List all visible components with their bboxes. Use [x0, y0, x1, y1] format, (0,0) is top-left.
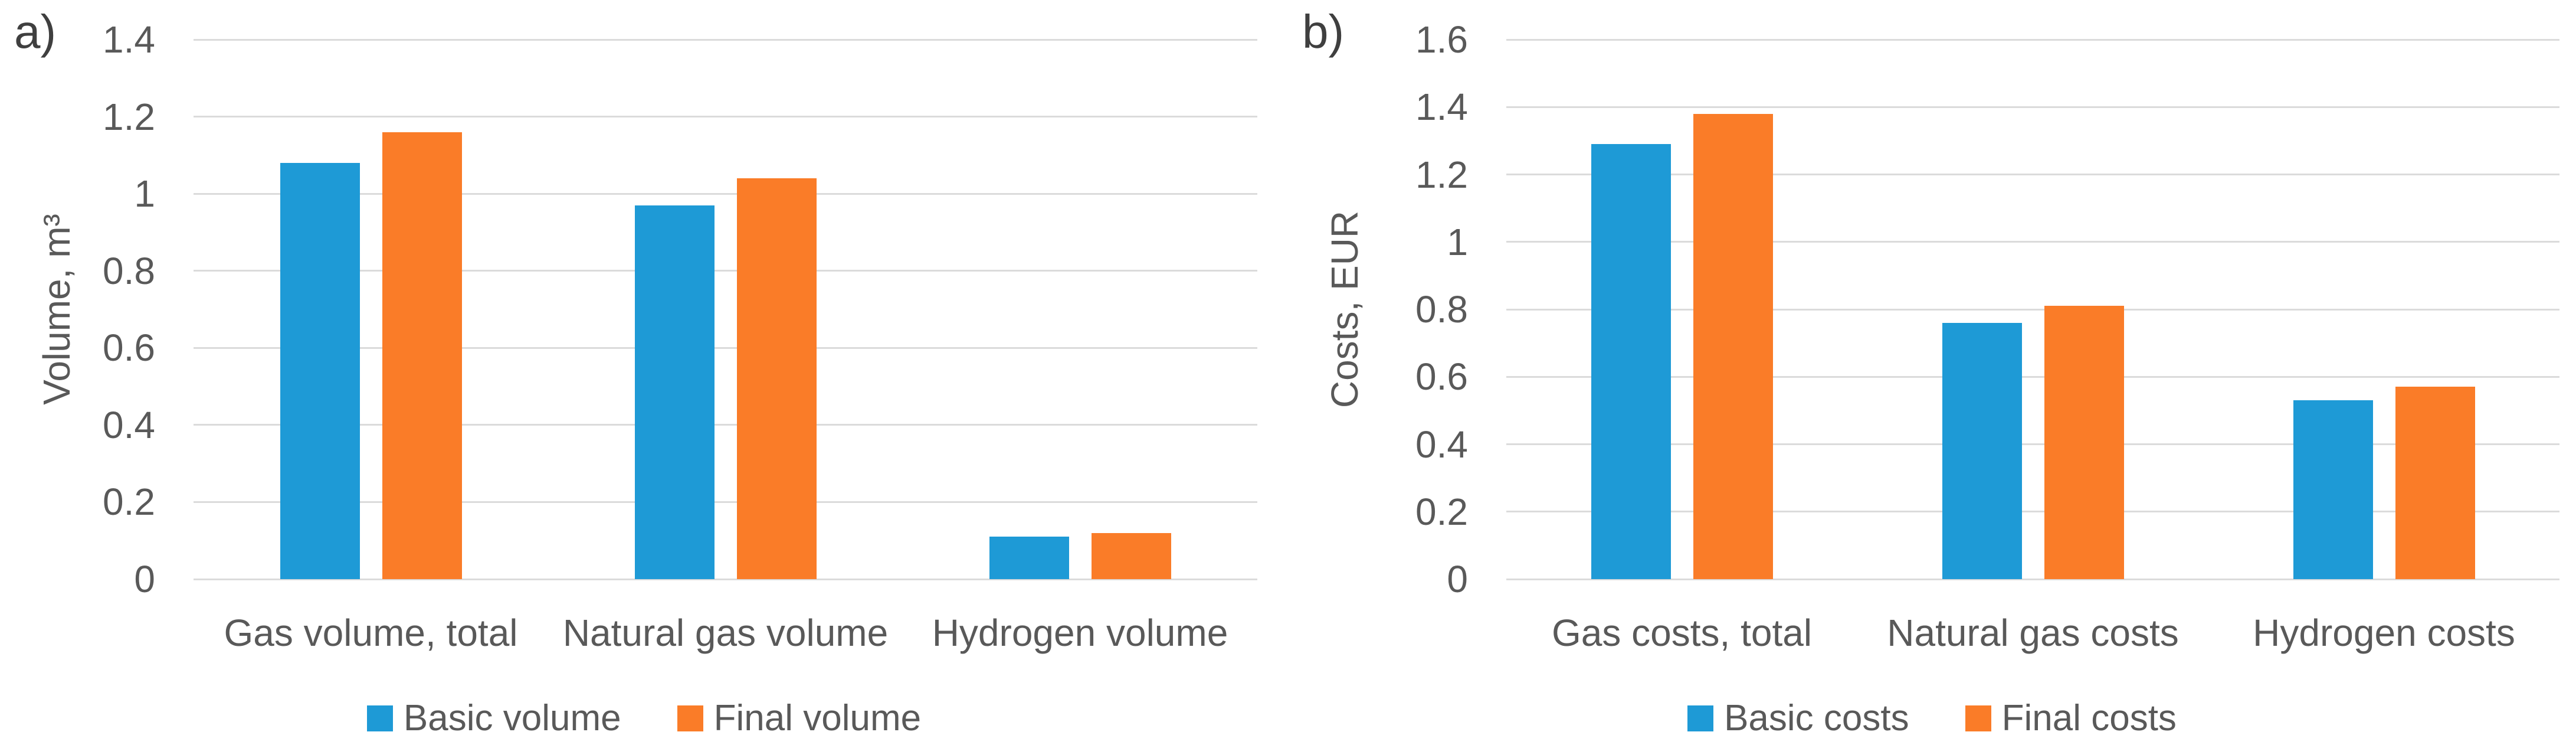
bar-basic-costs-hydrogen-costs: [2293, 400, 2373, 579]
category-label-gas-volume-total: Gas volume, total: [224, 612, 518, 654]
plot-area: [194, 38, 1257, 580]
bar-groups: [1506, 40, 2559, 579]
y-tick-label: 0.2: [103, 481, 155, 524]
gridline: [1506, 174, 2559, 175]
y-tick-label: 1.6: [1415, 18, 1468, 61]
bar-group-hydrogen-volume: [903, 40, 1257, 579]
bar-group-gas-costs-total: [1506, 40, 1857, 579]
bar-basic-costs-natural-gas-costs: [1942, 322, 2022, 579]
y-tick-label: 1.2: [1415, 153, 1468, 196]
bar-group-natural-gas-volume: [548, 40, 903, 579]
bar-basic-volume-natural-gas-volume: [634, 205, 715, 579]
y-tick-label: 0.2: [1415, 490, 1468, 533]
bar-group-gas-volume-total: [194, 40, 548, 579]
bar-final-costs-gas-costs-total: [1693, 113, 1773, 579]
legend: Basic volume Final volume: [0, 700, 1288, 737]
gridline: [194, 38, 1257, 41]
gridline: [1506, 308, 2559, 311]
gridline: [1506, 375, 2559, 378]
panel-label-a: a): [14, 5, 57, 58]
legend-label: Basic costs: [1724, 698, 1909, 739]
chart-panel-b: b) Costs, EUR 0 0.2 0.4 0.6 0.8 1 1.2 1.4 1.6 Ga…: [1288, 0, 2576, 745]
legend-item-basic-volume: Basic volume: [366, 698, 621, 739]
gridline: [194, 270, 1257, 272]
legend-item-final-volume: Final volume: [677, 700, 921, 737]
y-axis-ticks: 0 0.2 0.4 0.6 0.8 1 1.2 1.4 1.6: [1288, 21, 1468, 598]
category-labels: Gas costs, total Natural gas costs Hydroge…: [1506, 612, 2559, 655]
bar-final-volume-gas-volume-total: [382, 132, 462, 579]
bar-final-volume-natural-gas-volume: [736, 178, 817, 579]
gridline: [1506, 38, 2559, 41]
y-tick-label: 0.8: [103, 249, 155, 292]
gridline: [194, 578, 1257, 580]
legend-swatch-icon: [1965, 705, 1991, 731]
gridline: [1506, 106, 2559, 108]
gridline: [1506, 241, 2559, 243]
y-tick-label: 1.4: [103, 18, 155, 61]
y-tick-label: 1: [1447, 220, 1468, 263]
panel-label-b: b): [1302, 5, 1345, 58]
gridline: [194, 116, 1257, 118]
y-tick-label: 0.4: [103, 403, 155, 446]
legend-swatch-icon: [677, 705, 703, 731]
bar-groups: [194, 40, 1257, 579]
gridline: [194, 347, 1257, 349]
plot-area: [1506, 38, 2559, 580]
category-label-gas-costs-total: Gas costs, total: [1551, 612, 1813, 654]
legend-label: Basic volume: [403, 698, 621, 739]
bar-basic-volume-hydrogen-volume: [989, 537, 1069, 579]
bar-final-costs-natural-gas-costs: [2044, 306, 2124, 579]
legend-swatch-icon: [366, 705, 393, 731]
bar-group-natural-gas-costs: [1857, 40, 2208, 579]
gridline: [1506, 443, 2559, 445]
bar-basic-costs-gas-costs-total: [1591, 144, 1671, 579]
legend-label: Final volume: [713, 698, 922, 739]
gridline: [194, 192, 1257, 195]
legend: Basic costs Final costs: [1288, 700, 2576, 737]
gridline: [1506, 511, 2559, 513]
y-axis-ticks: 0 0.2 0.4 0.6 0.8 1 1.2 1.4: [0, 21, 155, 598]
y-tick-label: 0: [134, 558, 155, 600]
gridline: [194, 424, 1257, 426]
y-tick-label: 1: [134, 172, 155, 215]
category-label-hydrogen-volume: Hydrogen volume: [932, 612, 1228, 654]
gridline: [1506, 578, 2559, 580]
gridline: [194, 501, 1257, 503]
y-tick-label: 0.6: [103, 326, 155, 370]
legend-item-basic-costs: Basic costs: [1687, 700, 1909, 737]
legend-item-final-costs: Final costs: [1965, 700, 2177, 737]
y-tick-label: 0.4: [1415, 423, 1468, 466]
category-labels: Gas volume, total Natural gas volume Hydro…: [194, 612, 1257, 655]
legend-swatch-icon: [1687, 705, 1714, 731]
y-tick-label: 0.8: [1415, 288, 1468, 331]
y-tick-label: 1.2: [103, 95, 155, 138]
legend-label: Final costs: [2001, 698, 2177, 739]
category-label-natural-gas-volume: Natural gas volume: [562, 612, 889, 654]
y-tick-label: 0.6: [1415, 355, 1468, 398]
chart-panel-a: a) Volume, m³ 0 0.2 0.4 0.6 0.8 1 1.2 1.4 Gas v…: [0, 5, 1288, 737]
category-label-natural-gas-costs: Natural gas costs: [1887, 612, 2179, 654]
bar-group-hydrogen-costs: [2208, 40, 2559, 579]
y-tick-label: 1.4: [1415, 86, 1468, 129]
bar-final-costs-hydrogen-costs: [2395, 387, 2475, 579]
y-tick-label: 0: [1447, 558, 1468, 600]
bar-final-volume-hydrogen-volume: [1091, 532, 1171, 579]
bar-basic-volume-gas-volume-total: [280, 162, 360, 579]
category-label-hydrogen-costs: Hydrogen costs: [2253, 612, 2515, 654]
